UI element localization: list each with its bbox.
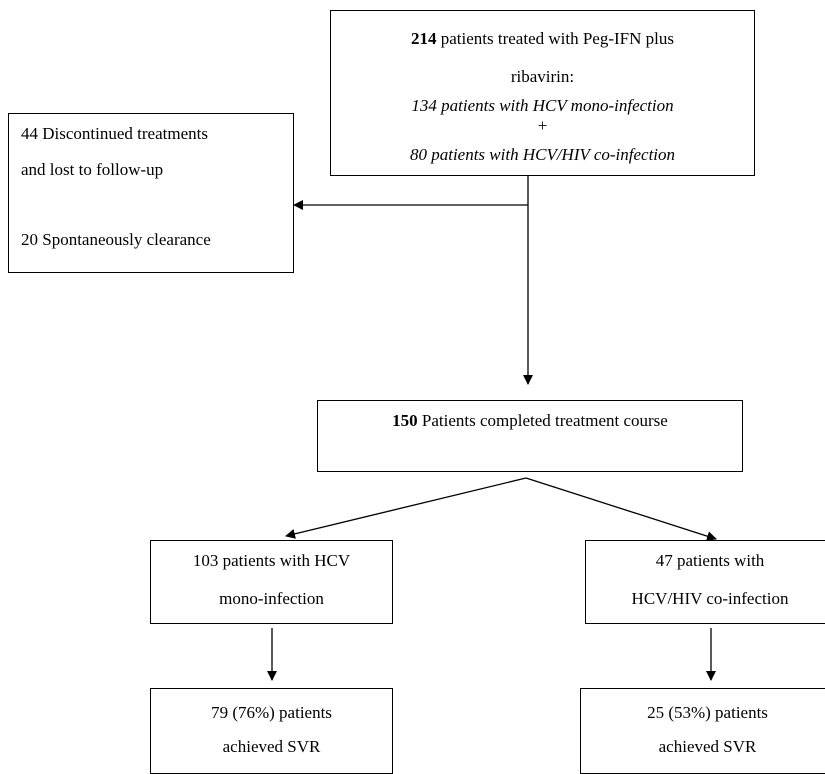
- enrolled-text: patients treated with Peg-IFN plus: [436, 29, 674, 48]
- plus-sign: +: [537, 116, 548, 135]
- mono-group-box: 103 patients with HCV mono-infection: [150, 540, 393, 624]
- lost-followup-text: and lost to follow-up: [21, 160, 164, 179]
- discontinued-text: 44 Discontinued treatments: [21, 124, 208, 143]
- completed-label: Patients completed treatment course: [417, 411, 668, 430]
- coinfection-count: 80 patients with HCV/HIV co-infection: [409, 145, 676, 164]
- mono-group-line1: 103 patients with HCV: [192, 551, 351, 570]
- mono-svr-line1: 79 (76%) patients: [211, 703, 332, 722]
- enrolled-text-2: ribavirin:: [510, 67, 575, 86]
- mono-svr-box: 79 (76%) patients achieved SVR: [150, 688, 393, 774]
- coinf-group-line2: HCV/HIV co-infection: [631, 589, 789, 608]
- mono-svr-line2: achieved SVR: [222, 737, 321, 756]
- excluded-box: 44 Discontinued treatments and lost to f…: [8, 113, 294, 273]
- coinf-svr-line1: 25 (53%) patients: [647, 703, 768, 722]
- enrolled-heading: 214 patients treated with Peg-IFN plus: [331, 29, 754, 49]
- completed-count: 150: [392, 411, 418, 430]
- coinf-group-line1: 47 patients with: [655, 551, 765, 570]
- coinf-svr-box: 25 (53%) patients achieved SVR: [580, 688, 825, 774]
- split-arrow-right: [525, 477, 717, 542]
- split-arrow-left: [285, 477, 527, 539]
- mono-infection-count: 134 patients with HCV mono-infection: [411, 96, 674, 115]
- coinf-group-box: 47 patients with HCV/HIV co-infection: [585, 540, 825, 624]
- coinf-svr-line2: achieved SVR: [658, 737, 757, 756]
- completed-text: 150 Patients completed treatment course: [318, 411, 742, 431]
- enrolled-count: 214: [411, 29, 437, 48]
- completed-box: 150 Patients completed treatment course: [317, 400, 743, 472]
- mono-group-line2: mono-infection: [219, 589, 324, 608]
- enrolled-box: 214 patients treated with Peg-IFN plus r…: [330, 10, 755, 176]
- spontaneous-clearance-text: 20 Spontaneously clearance: [21, 230, 211, 249]
